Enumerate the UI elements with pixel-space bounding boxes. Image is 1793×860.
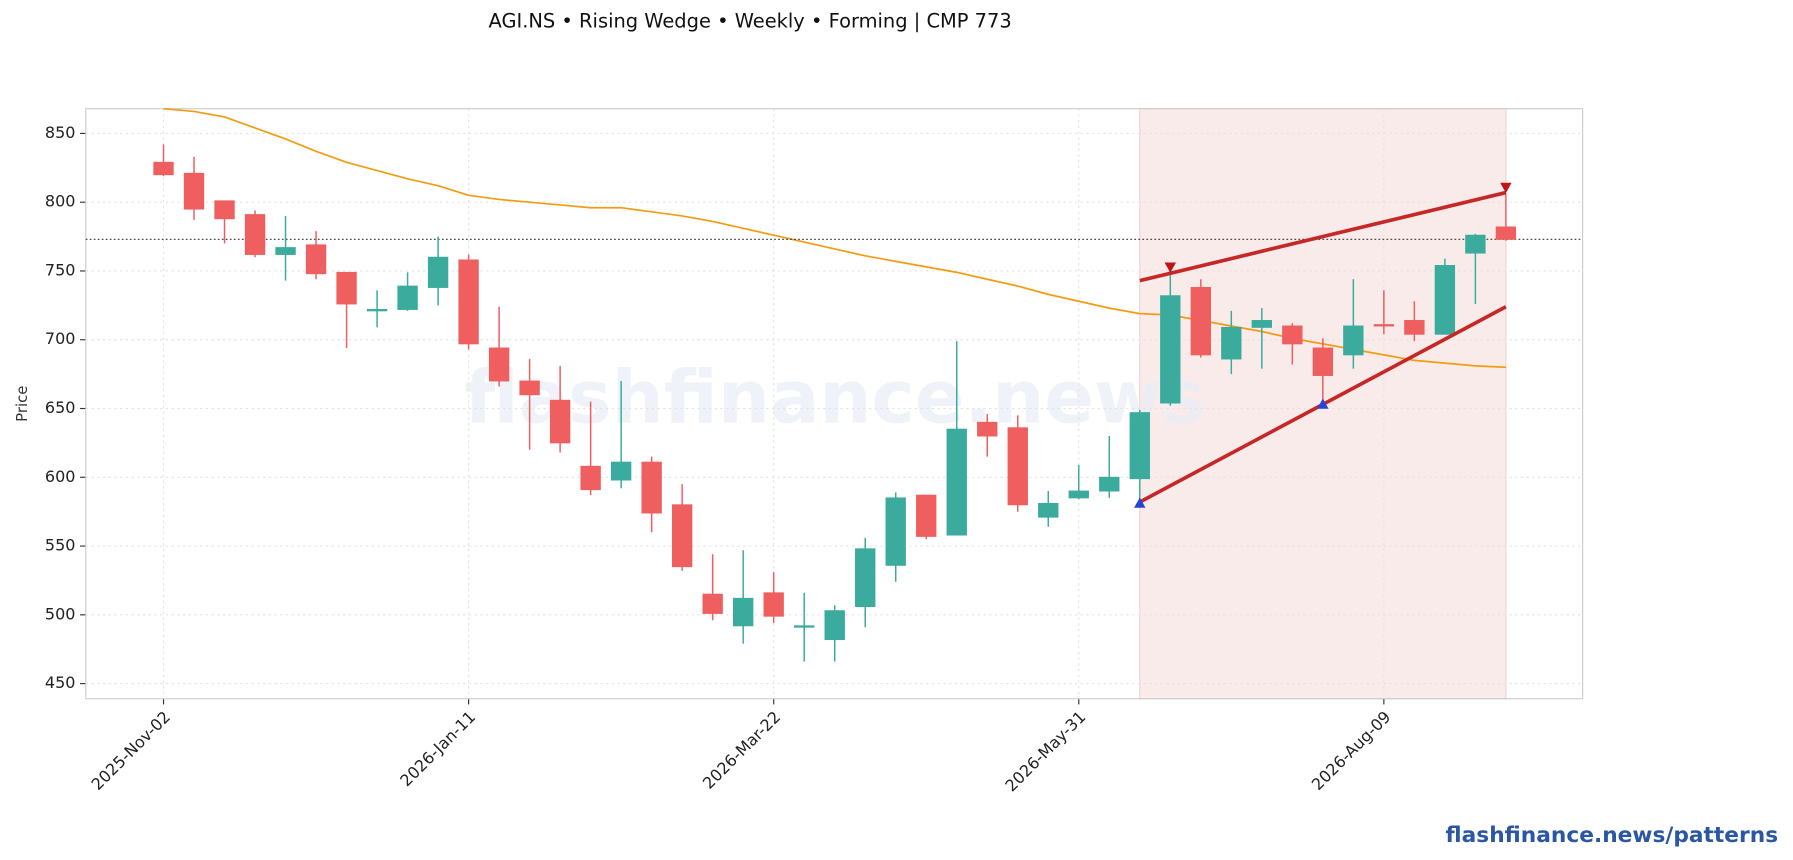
y-axis-label: Price <box>13 386 31 422</box>
candle-body <box>1373 324 1395 327</box>
candle-body <box>153 161 174 176</box>
candle-body <box>1251 320 1273 328</box>
candle-body <box>885 497 906 566</box>
candle-body <box>916 494 937 537</box>
candle-body <box>549 399 571 444</box>
watermark: flashfinance.news <box>464 356 1205 441</box>
swing-high-marker <box>1500 182 1512 194</box>
candle-body <box>488 347 510 382</box>
swing-high-marker <box>1164 262 1177 273</box>
y-tick-label: 850 <box>45 123 76 142</box>
swing-low-marker <box>1134 497 1146 508</box>
candle-body <box>641 461 662 514</box>
candle-body <box>1434 265 1456 335</box>
candle-body <box>397 285 418 310</box>
candle-body <box>183 172 205 210</box>
y-tick-label: 500 <box>45 604 76 623</box>
candle-body <box>1404 320 1425 335</box>
candle-body <box>1129 412 1150 480</box>
y-tick-label: 700 <box>45 329 76 348</box>
candle-body <box>763 592 784 617</box>
candle-body <box>458 259 479 345</box>
candle-body <box>305 244 327 275</box>
candle-body <box>1343 325 1364 356</box>
candle-body <box>855 548 876 608</box>
candle-body <box>794 625 815 628</box>
y-tick-label: 600 <box>45 467 76 486</box>
candle-body <box>1282 325 1303 345</box>
candle-body <box>702 593 723 614</box>
candle-body <box>610 461 632 481</box>
candle-body <box>1068 490 1089 499</box>
candle-body <box>1495 226 1517 240</box>
candle-body <box>366 309 388 312</box>
candle-body <box>824 610 845 641</box>
candle-body <box>1007 427 1028 506</box>
y-tick-label: 650 <box>45 398 76 417</box>
footer-link: flashfinance.news/patterns <box>1446 823 1779 848</box>
y-tick-label: 450 <box>45 673 76 692</box>
candle-body <box>1038 502 1059 518</box>
candle-body <box>244 214 266 255</box>
candle-body <box>336 271 357 305</box>
candle-body <box>977 421 998 437</box>
candle-body <box>946 428 967 536</box>
plot-frame <box>85 108 1584 700</box>
y-tick-label: 800 <box>45 192 76 211</box>
candle-body <box>1312 347 1334 376</box>
candle-body <box>1221 326 1242 360</box>
wedge-upper-line <box>1139 190 1507 283</box>
candle-body <box>427 256 449 288</box>
chart-title: AGI.NS • Rising Wedge • Weekly • Forming… <box>489 9 1012 32</box>
y-tick-label: 750 <box>45 260 76 279</box>
candle-body <box>519 380 540 396</box>
candle-body <box>580 465 601 491</box>
candle-body <box>214 200 235 220</box>
candle-body <box>1099 476 1120 492</box>
candle-body <box>671 504 693 568</box>
candle-body <box>1160 295 1181 404</box>
candle-body <box>1190 287 1211 356</box>
swing-low-marker <box>1317 398 1329 409</box>
candle-body <box>1465 234 1486 254</box>
candle-body <box>733 597 754 627</box>
y-tick-label: 550 <box>45 536 76 555</box>
candle-body <box>275 247 296 255</box>
